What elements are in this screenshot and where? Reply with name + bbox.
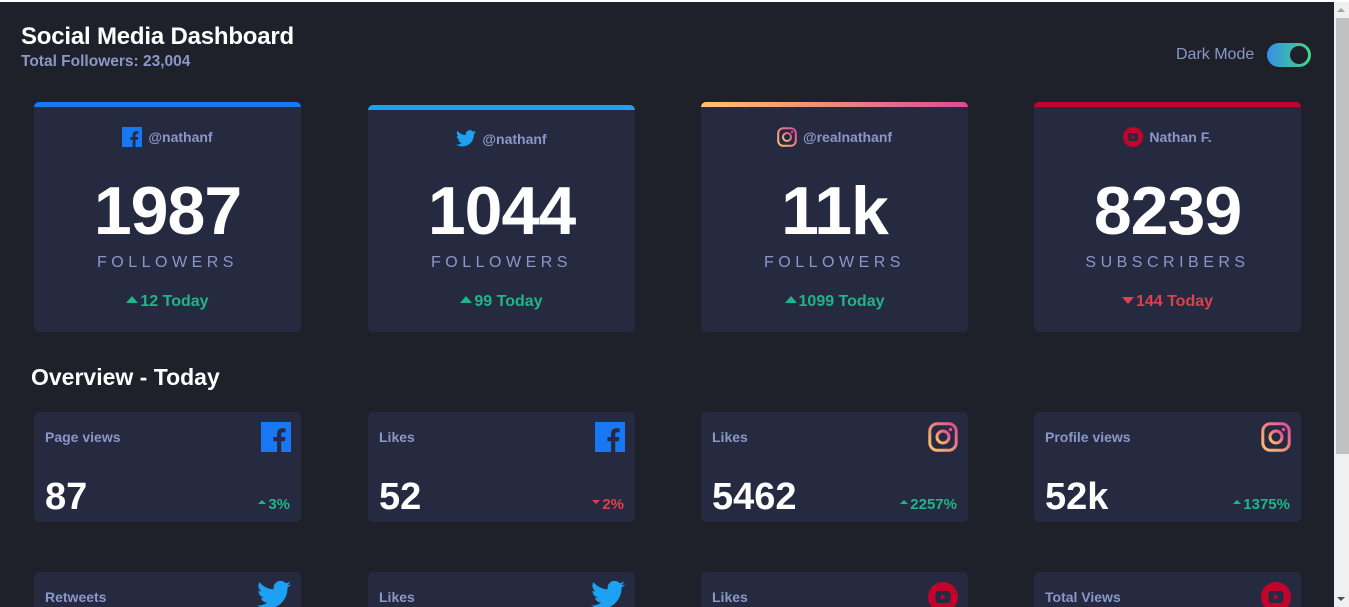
metric-change: 1375%: [1233, 496, 1290, 513]
followers-card-youtube[interactable]: Nathan F. 8239 SUBSCRIBERS 144 Today: [1034, 102, 1301, 332]
metric-value: 87: [45, 476, 88, 518]
metric-label: Likes: [712, 429, 748, 445]
today-change: 144 Today: [1034, 293, 1301, 311]
metric-value: 5462: [712, 476, 797, 518]
overview-card[interactable]: Likes 5462 2257%: [701, 412, 968, 522]
follower-count: 8239: [1093, 173, 1242, 249]
dark-mode-control: Dark Mode: [1176, 43, 1312, 67]
follower-count: 1987: [93, 173, 242, 249]
followers-card-twitter[interactable]: @nathanf 1044 FOLLOWERS 99 Today: [368, 105, 635, 332]
card-accent-bar: [34, 102, 301, 107]
arrow-up-icon: [1233, 500, 1242, 505]
followers-card-instagram[interactable]: @realnathanf 11k FOLLOWERS 1099 Today: [701, 102, 968, 332]
card-accent-bar: [1034, 102, 1301, 107]
overview-card[interactable]: Total Views: [1034, 572, 1301, 607]
card-handle-row: @realnathanf: [701, 127, 968, 147]
vertical-scrollbar[interactable]: [1334, 2, 1349, 607]
today-change: 1099 Today: [701, 293, 968, 311]
card-handle: @realnathanf: [802, 129, 893, 145]
dark-mode-label: Dark Mode: [1176, 46, 1255, 63]
metric-label: Likes: [379, 589, 415, 605]
youtube-icon: [928, 582, 958, 607]
metric-label: Total Views: [1045, 589, 1121, 605]
overview-title: Overview - Today: [31, 364, 220, 390]
instagram-icon: [1261, 422, 1291, 452]
arrow-down-icon: [592, 500, 601, 505]
metric-change: 2%: [592, 496, 624, 513]
arrow-up-icon: [900, 500, 909, 505]
card-accent-bar: [701, 102, 968, 107]
page-title: Social Media Dashboard: [21, 23, 295, 50]
arrow-up-icon: [460, 296, 473, 304]
card-accent-bar: [368, 105, 635, 110]
scroll-thumb[interactable]: [1336, 18, 1349, 454]
metric-value: 52k: [1045, 476, 1109, 518]
metric-change: 3%: [258, 496, 290, 513]
card-handle-row: Nathan F.: [1034, 127, 1301, 147]
youtube-icon: [1261, 582, 1291, 607]
overview-card[interactable]: Likes 52 2%: [368, 412, 635, 522]
instagram-icon: [777, 127, 797, 147]
overview-card[interactable]: Likes: [368, 572, 635, 607]
total-followers: Total Followers: 23,004: [21, 53, 191, 70]
metric-label: Page views: [45, 429, 121, 445]
toggle-knob: [1290, 46, 1309, 64]
scroll-up-arrow-icon[interactable]: [1337, 8, 1345, 12]
metric-label: Retweets: [45, 589, 107, 605]
youtube-icon: [1123, 127, 1144, 147]
facebook-icon: [122, 127, 143, 147]
card-handle-row: @nathanf: [34, 127, 301, 147]
follower-count: 11k: [781, 173, 889, 249]
twitter-icon: [456, 130, 477, 147]
card-handle-row: @nathanf: [368, 130, 635, 147]
overview-card[interactable]: Profile views 52k 1375%: [1034, 412, 1301, 522]
twitter-icon: [591, 580, 625, 607]
twitter-icon: [257, 580, 291, 607]
overview-card[interactable]: Retweets: [34, 572, 301, 607]
today-change: 99 Today: [368, 293, 635, 311]
arrow-up-icon: [126, 296, 139, 304]
arrow-up-icon: [784, 296, 797, 304]
metric-label: Likes: [379, 429, 415, 445]
overview-card[interactable]: Likes: [701, 572, 968, 607]
overview-card[interactable]: Page views 87 3%: [34, 412, 301, 522]
arrow-up-icon: [258, 500, 267, 505]
facebook-icon: [261, 422, 291, 452]
follower-unit: SUBSCRIBERS: [1085, 254, 1250, 271]
card-handle: Nathan F.: [1149, 129, 1212, 145]
metric-value: 52: [379, 476, 422, 518]
follower-unit: FOLLOWERS: [764, 254, 905, 271]
today-change: 12 Today: [34, 293, 301, 311]
arrow-down-icon: [1121, 297, 1134, 305]
metric-label: Likes: [712, 589, 748, 605]
follower-count: 1044: [427, 173, 576, 249]
metric-label: Profile views: [1045, 429, 1131, 445]
facebook-icon: [595, 422, 625, 452]
follower-unit: FOLLOWERS: [97, 254, 238, 271]
metric-change: 2257%: [900, 496, 957, 513]
instagram-icon: [928, 422, 958, 452]
card-handle: @nathanf: [148, 129, 213, 145]
scroll-down-arrow-icon[interactable]: [1337, 597, 1345, 601]
dark-mode-toggle[interactable]: [1267, 43, 1312, 67]
followers-card-facebook[interactable]: @nathanf 1987 FOLLOWERS 12 Today: [34, 102, 301, 332]
card-handle: @nathanf: [482, 130, 547, 147]
follower-unit: FOLLOWERS: [431, 254, 572, 271]
